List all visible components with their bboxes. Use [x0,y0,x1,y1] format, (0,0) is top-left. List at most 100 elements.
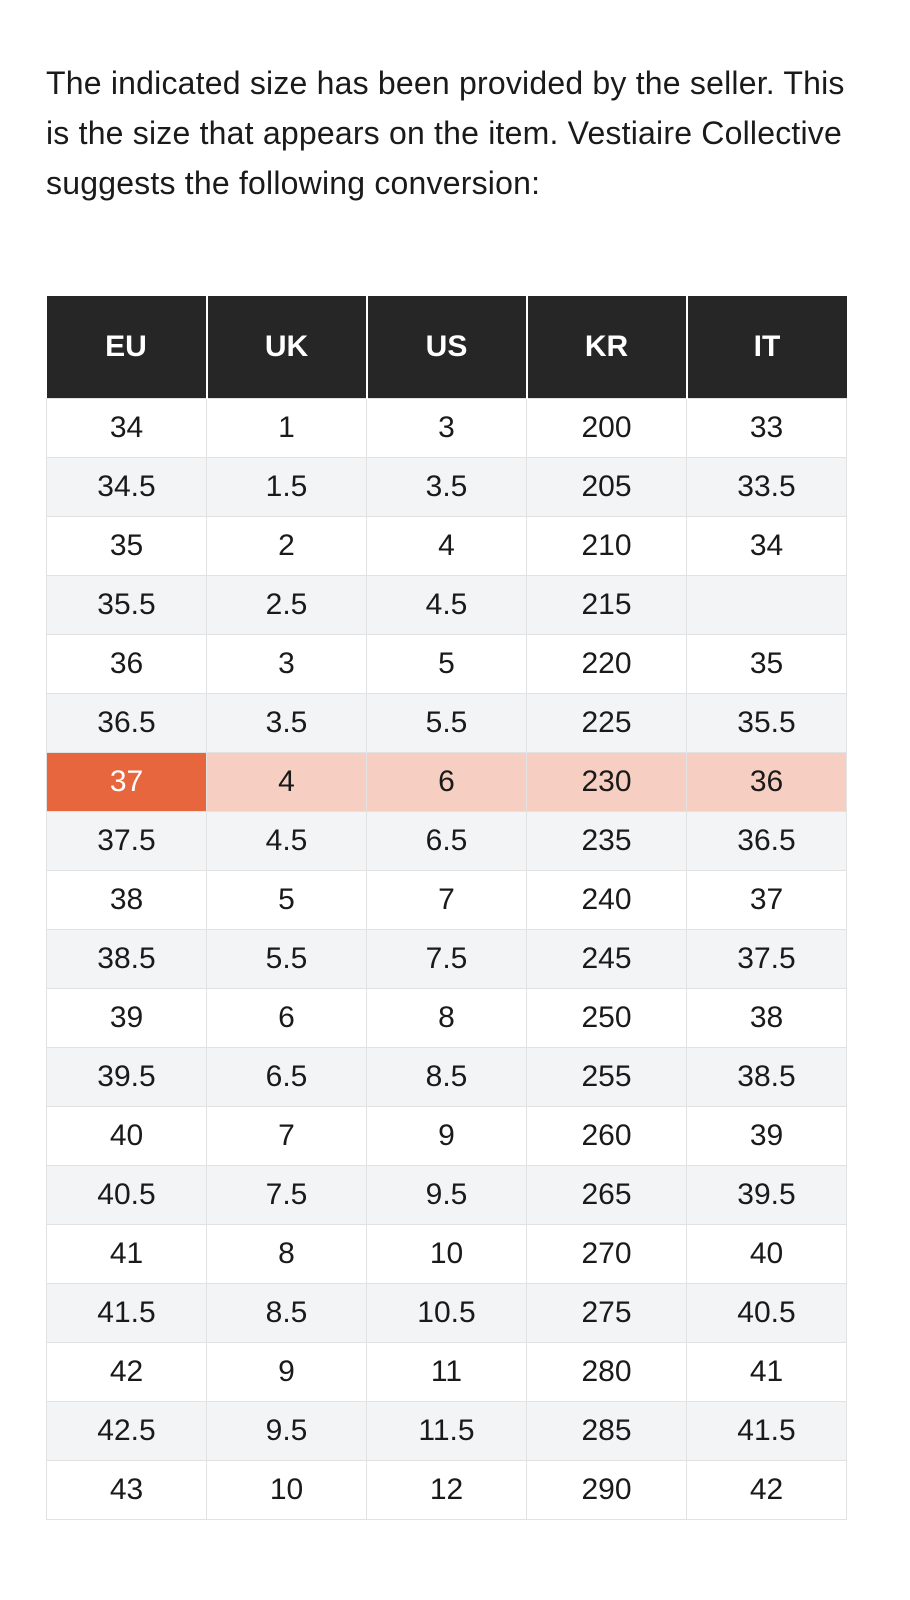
column-header: UK [205,296,367,399]
column-header: IT [685,296,847,399]
size-cell [686,575,847,635]
size-cell: 37 [46,752,207,812]
table-header: EU UK US KR IT [46,296,847,399]
size-cell: 6.5 [366,811,527,871]
size-row: 39 6 8 250 38 [46,988,847,1048]
intro-text: The indicated size has been provided by … [46,65,845,201]
size-cell: 3.5 [206,693,367,753]
size-cell: 3.5 [366,457,527,517]
size-row: 38.5 5.5 7.5 245 37.5 [46,929,847,989]
size-cell: 38.5 [686,1047,847,1107]
size-cell: 11.5 [366,1401,527,1461]
size-cell: 41 [686,1342,847,1402]
size-cell: 42.5 [46,1401,207,1461]
size-cell: 34 [686,516,847,576]
size-row: 39.5 6.5 8.5 255 38.5 [46,1047,847,1107]
size-cell: 11 [366,1342,527,1402]
size-cell: 33.5 [686,457,847,517]
size-cell: 3 [366,398,527,458]
size-cell: 39.5 [46,1047,207,1107]
size-cell: 8.5 [206,1283,367,1343]
size-cell: 36 [46,634,207,694]
size-cell: 9 [206,1342,367,1402]
size-cell: 10.5 [366,1283,527,1343]
size-cell: 35.5 [46,575,207,635]
size-cell: 265 [526,1165,687,1225]
size-cell: 230 [526,752,687,812]
size-cell: 33 [686,398,847,458]
size-row: 40.5 7.5 9.5 265 39.5 [46,1165,847,1225]
size-cell: 34.5 [46,457,207,517]
size-row: 41.5 8.5 10.5 275 40.5 [46,1283,847,1343]
size-cell: 38.5 [46,929,207,989]
column-header: US [365,296,527,399]
size-cell: 6.5 [206,1047,367,1107]
size-cell: 235 [526,811,687,871]
size-cell: 39 [46,988,207,1048]
size-cell: 250 [526,988,687,1048]
table-body: 34 1 3 200 33 34.5 1.5 3.5 205 33.5 35 2 4 210 34 35.5 2… [46,398,847,1520]
column-header: EU [46,296,207,399]
size-cell: 40.5 [686,1283,847,1343]
size-row: 40 7 9 260 39 [46,1106,847,1166]
size-cell: 4.5 [366,575,527,635]
size-cell: 5.5 [366,693,527,753]
size-cell: 290 [526,1460,687,1520]
size-cell: 215 [526,575,687,635]
size-cell: 1 [206,398,367,458]
size-cell: 210 [526,516,687,576]
size-cell: 36.5 [686,811,847,871]
size-row: 35 2 4 210 34 [46,516,847,576]
size-cell: 255 [526,1047,687,1107]
size-cell: 37.5 [686,929,847,989]
size-row: 38 5 7 240 37 [46,870,847,930]
size-cell: 280 [526,1342,687,1402]
size-cell: 4 [206,752,367,812]
size-cell: 4 [366,516,527,576]
size-cell: 34 [46,398,207,458]
size-cell: 1.5 [206,457,367,517]
size-cell: 42 [686,1460,847,1520]
size-table: EU UK US KR IT 34 1 3 200 33 34.5 1.5 3.5 205 33.5 35 2… [46,296,847,1520]
size-cell: 275 [526,1283,687,1343]
size-cell: 37 [686,870,847,930]
header-row: EU UK US KR IT [46,296,847,399]
size-cell: 36 [686,752,847,812]
size-cell: 260 [526,1106,687,1166]
size-row: 43 10 12 290 42 [46,1460,847,1520]
size-row: 34 1 3 200 33 [46,398,847,458]
size-cell: 40 [686,1224,847,1284]
size-cell: 8 [206,1224,367,1284]
size-cell: 42 [46,1342,207,1402]
size-row: 42 9 11 280 41 [46,1342,847,1402]
size-row: 36.5 3.5 5.5 225 35.5 [46,693,847,753]
size-cell: 35 [46,516,207,576]
size-cell: 41.5 [686,1401,847,1461]
size-cell: 41.5 [46,1283,207,1343]
size-cell: 7.5 [366,929,527,989]
size-row: 35.5 2.5 4.5 215 [46,575,847,635]
column-header: KR [525,296,687,399]
size-cell: 39 [686,1106,847,1166]
size-cell: 2.5 [206,575,367,635]
size-cell: 9 [366,1106,527,1166]
size-cell: 285 [526,1401,687,1461]
size-cell: 43 [46,1460,207,1520]
size-cell: 7.5 [206,1165,367,1225]
size-cell: 5 [206,870,367,930]
size-cell: 38 [686,988,847,1048]
size-cell: 10 [206,1460,367,1520]
size-cell: 12 [366,1460,527,1520]
size-cell: 7 [366,870,527,930]
size-cell: 35 [686,634,847,694]
size-row: 41 8 10 270 40 [46,1224,847,1284]
size-cell: 9.5 [206,1401,367,1461]
size-cell: 2 [206,516,367,576]
highlighted-row: 37 4 6 230 36 [46,752,847,812]
size-cell: 35.5 [686,693,847,753]
size-cell: 8.5 [366,1047,527,1107]
size-row: 42.5 9.5 11.5 285 41.5 [46,1401,847,1461]
size-cell: 37.5 [46,811,207,871]
size-cell: 10 [366,1224,527,1284]
